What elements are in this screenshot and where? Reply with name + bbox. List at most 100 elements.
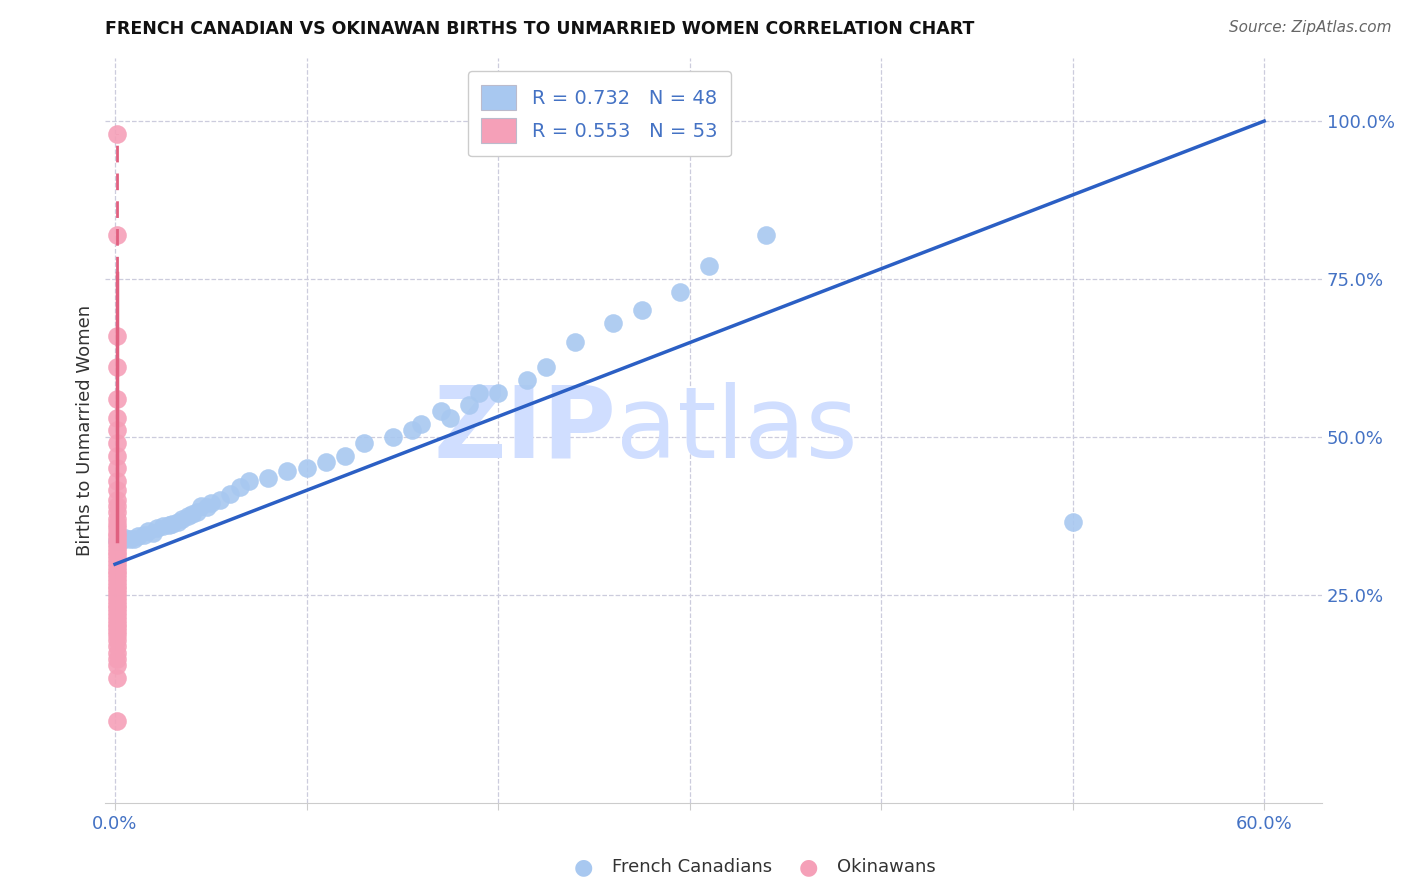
Point — [105, 652, 128, 666]
Text: Okinawans: Okinawans — [837, 858, 935, 876]
Point — [105, 628, 128, 642]
Point — [219, 486, 242, 500]
Point — [105, 449, 128, 463]
Point — [127, 529, 149, 543]
Point — [190, 499, 212, 513]
Point — [105, 499, 128, 513]
Point — [105, 436, 128, 450]
Point — [516, 373, 538, 387]
Point — [105, 616, 128, 631]
Legend: R = 0.732   N = 48, R = 0.553   N = 53: R = 0.732 N = 48, R = 0.553 N = 53 — [468, 71, 731, 156]
Point — [105, 552, 128, 566]
Point — [1062, 515, 1084, 529]
Point — [200, 496, 222, 510]
Point — [105, 521, 128, 535]
Text: FRENCH CANADIAN VS OKINAWAN BIRTHS TO UNMARRIED WOMEN CORRELATION CHART: FRENCH CANADIAN VS OKINAWAN BIRTHS TO UN… — [105, 20, 974, 37]
Text: French Canadians: French Canadians — [612, 858, 772, 876]
Point — [105, 640, 128, 654]
Point — [411, 417, 433, 431]
Point — [105, 586, 128, 600]
Point — [105, 574, 128, 589]
Point — [276, 464, 298, 478]
Point — [630, 303, 652, 318]
Point — [333, 449, 356, 463]
Point — [486, 385, 509, 400]
Point — [105, 544, 128, 558]
Point — [170, 512, 193, 526]
Point — [105, 714, 128, 728]
Point — [167, 515, 190, 529]
Y-axis label: Births to Unmarried Women: Births to Unmarried Women — [76, 305, 94, 556]
Point — [105, 567, 128, 582]
Point — [105, 227, 128, 242]
Point — [105, 632, 128, 647]
Point — [105, 613, 128, 627]
Point — [315, 455, 337, 469]
Point — [105, 424, 128, 438]
Point — [136, 524, 159, 539]
Point — [105, 590, 128, 604]
Point — [186, 505, 208, 519]
Point — [381, 430, 404, 444]
Point — [295, 461, 318, 475]
Point — [353, 436, 375, 450]
Text: Source: ZipAtlas.com: Source: ZipAtlas.com — [1229, 20, 1392, 35]
Point — [162, 516, 184, 531]
Point — [105, 582, 128, 597]
Text: ●: ● — [574, 857, 593, 877]
Point — [105, 620, 128, 634]
Point — [105, 537, 128, 551]
Point — [105, 512, 128, 526]
Point — [105, 505, 128, 519]
Point — [105, 328, 128, 343]
Point — [105, 658, 128, 673]
Point — [209, 492, 232, 507]
Point — [105, 529, 128, 543]
Point — [120, 532, 142, 546]
Point — [142, 525, 165, 540]
Point — [105, 559, 128, 574]
Text: ZIP: ZIP — [433, 382, 616, 479]
Point — [602, 316, 624, 330]
Point — [105, 474, 128, 488]
Point — [564, 334, 586, 349]
Point — [105, 392, 128, 406]
Point — [152, 519, 174, 533]
Point — [105, 564, 128, 578]
Point — [534, 360, 557, 375]
Point — [105, 461, 128, 475]
Point — [238, 474, 260, 488]
Point — [257, 471, 280, 485]
Point — [105, 516, 128, 531]
Point — [122, 532, 145, 546]
Point — [755, 227, 778, 242]
Point — [429, 404, 451, 418]
Point — [105, 571, 128, 585]
Point — [439, 410, 461, 425]
Point — [458, 398, 481, 412]
Point — [195, 500, 218, 515]
Point — [105, 594, 128, 608]
Point — [105, 541, 128, 555]
Point — [105, 624, 128, 639]
Text: atlas: atlas — [616, 382, 858, 479]
Point — [114, 531, 136, 545]
Point — [228, 480, 250, 494]
Point — [180, 507, 202, 521]
Point — [157, 518, 180, 533]
Point — [105, 533, 128, 548]
Point — [105, 601, 128, 615]
Point — [105, 671, 128, 685]
Point — [401, 424, 423, 438]
Point — [105, 127, 128, 141]
Point — [146, 521, 169, 535]
Point — [105, 533, 128, 548]
Point — [177, 508, 200, 523]
Text: ●: ● — [799, 857, 818, 877]
Point — [105, 549, 128, 563]
Point — [105, 609, 128, 624]
Point — [105, 525, 128, 540]
Point — [132, 527, 155, 541]
Point — [669, 285, 692, 299]
Point — [105, 598, 128, 612]
